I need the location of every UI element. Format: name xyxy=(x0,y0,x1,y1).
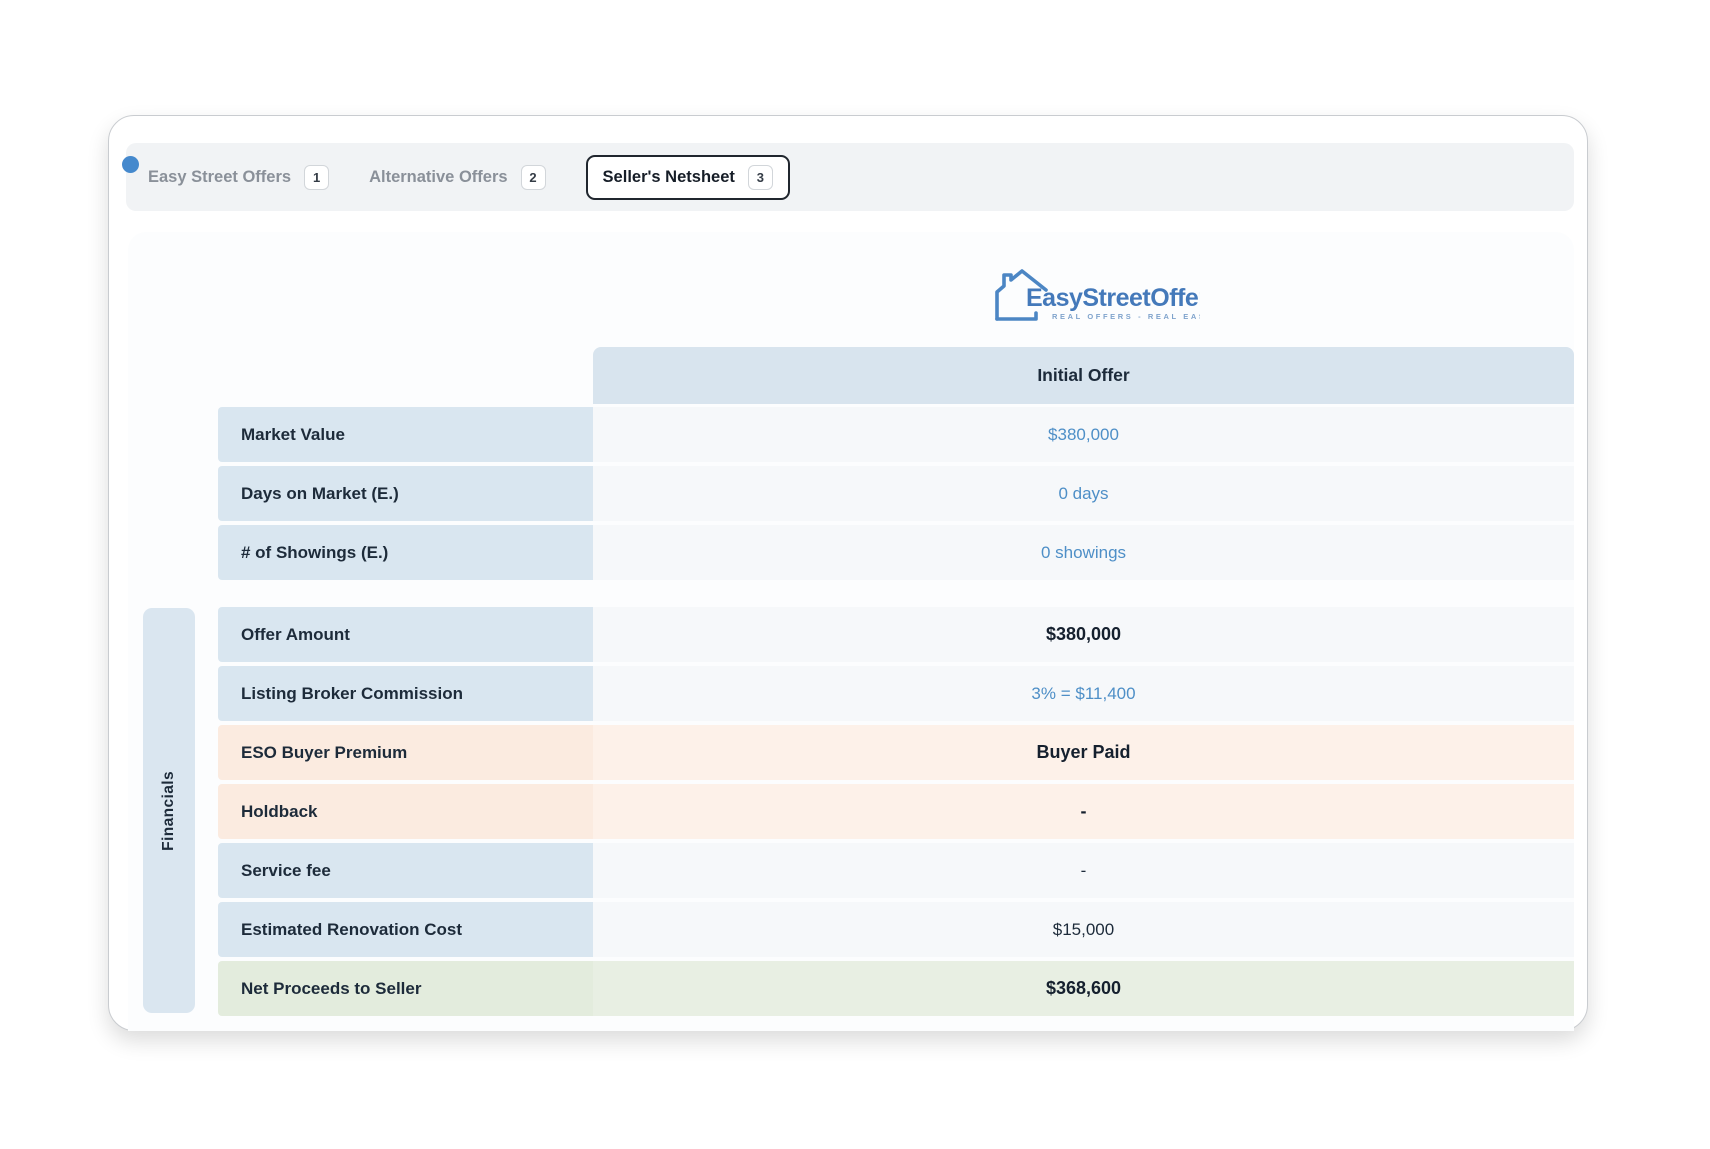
row-value[interactable]: 0 days xyxy=(593,466,1574,521)
table-row: Holdback - xyxy=(218,784,1574,839)
table-row: Net Proceeds to Seller $368,600 xyxy=(218,961,1574,1016)
tab-count-badge: 1 xyxy=(304,164,330,190)
tab-label: Seller's Netsheet xyxy=(602,167,735,186)
table-row: Offer Amount $380,000 xyxy=(218,607,1574,662)
row-label: Market Value xyxy=(218,407,593,462)
row-value: $368,600 xyxy=(593,961,1574,1016)
row-label: # of Showings (E.) xyxy=(218,525,593,580)
row-label: Service fee xyxy=(218,843,593,898)
row-value[interactable]: $380,000 xyxy=(593,407,1574,462)
row-value: $380,000 xyxy=(593,607,1574,662)
tab-label: Alternative Offers xyxy=(369,167,508,186)
row-label: Estimated Renovation Cost xyxy=(218,902,593,957)
table-row: Listing Broker Commission 3% = $11,400 xyxy=(218,666,1574,721)
market-section: Market Value $380,000 Days on Market (E.… xyxy=(218,407,1574,584)
table-row: Estimated Renovation Cost $15,000 xyxy=(218,902,1574,957)
financials-rail-label: Financials xyxy=(160,770,177,851)
tab-bar: Easy Street Offers 1 Alternative Offers … xyxy=(126,143,1574,211)
row-value: - xyxy=(593,843,1574,898)
tab-label: Easy Street Offers xyxy=(148,167,292,186)
tab-sellers-netsheet[interactable]: Seller's Netsheet 3 xyxy=(585,154,790,200)
table-row: Days on Market (E.) 0 days xyxy=(218,466,1574,521)
row-label: Days on Market (E.) xyxy=(218,466,593,521)
row-label: ESO Buyer Premium xyxy=(218,725,593,780)
table-row: Market Value $380,000 xyxy=(218,407,1574,462)
table-row: # of Showings (E.) 0 showings xyxy=(218,525,1574,580)
financials-section: Offer Amount $380,000 Listing Broker Com… xyxy=(218,607,1574,1020)
status-dot xyxy=(122,156,139,173)
row-value[interactable]: 3% = $11,400 xyxy=(593,666,1574,721)
tab-easy-street-offers[interactable]: Easy Street Offers 1 xyxy=(148,164,330,190)
row-value[interactable]: 0 showings xyxy=(593,525,1574,580)
row-label: Offer Amount xyxy=(218,607,593,662)
table-row: ESO Buyer Premium Buyer Paid xyxy=(218,725,1574,780)
table-row: Service fee - xyxy=(218,843,1574,898)
tab-alternative-offers[interactable]: Alternative Offers 2 xyxy=(369,164,546,190)
row-label: Holdback xyxy=(218,784,593,839)
row-value: Buyer Paid xyxy=(593,725,1574,780)
column-header-initial-offer: Initial Offer xyxy=(593,347,1574,404)
netsheet-card: Easy Street Offers 1 Alternative Offers … xyxy=(108,115,1588,1031)
house-icon xyxy=(995,269,1048,321)
row-label: Listing Broker Commission xyxy=(218,666,593,721)
financials-section-rail: Financials xyxy=(143,608,195,1013)
tab-count-badge: 2 xyxy=(520,164,546,190)
row-value: $15,000 xyxy=(593,902,1574,957)
row-label: Net Proceeds to Seller xyxy=(218,961,593,1016)
logo-tagline-text: REAL OFFERS - REAL EASY xyxy=(1052,312,1200,321)
row-value: - xyxy=(593,784,1574,839)
tab-count-badge: 3 xyxy=(747,164,773,190)
